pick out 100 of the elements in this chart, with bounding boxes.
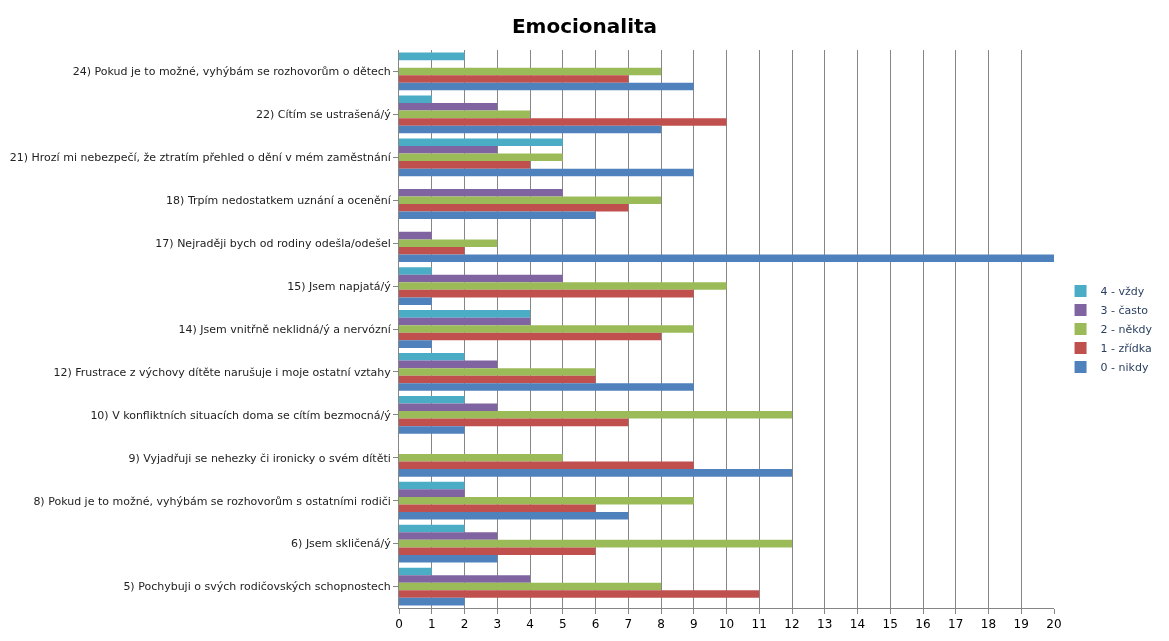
bar [399, 547, 596, 555]
bar [399, 489, 465, 497]
bar [399, 597, 465, 606]
y-tick-label: 8) Pokud je to možné, vyhýbám se rozhovorům s ostatními rodiči [33, 494, 391, 508]
bar [399, 118, 727, 126]
bar [399, 231, 432, 240]
bar [399, 512, 629, 520]
bar [399, 145, 498, 154]
bar [399, 590, 760, 598]
x-tick-label: 13 [817, 617, 833, 632]
x-tick-label: 12 [784, 617, 800, 632]
bar [399, 153, 563, 162]
bar [399, 426, 465, 434]
x-tick-label: 18 [980, 617, 997, 632]
x-tick-label: 19 [1013, 617, 1029, 632]
bar [399, 110, 530, 119]
bar [399, 575, 530, 583]
x-tick-label: 3 [493, 617, 502, 632]
bar [399, 418, 629, 427]
bar [399, 196, 661, 205]
y-tick-label: 5) Pochybuji o svých rodičovských schopnostech [123, 580, 391, 594]
bar [399, 239, 498, 247]
bar [399, 67, 661, 76]
bar [399, 395, 465, 404]
bar [399, 125, 661, 134]
bar [399, 504, 596, 513]
bar [399, 95, 432, 104]
y-tick-label: 22) Cítím se ustrašená/ý [255, 108, 392, 122]
legend-label: 0 - nikdy [1100, 361, 1149, 375]
bar [399, 353, 465, 361]
bar [399, 383, 694, 391]
bar [399, 267, 432, 275]
x-tick-label: 20 [1046, 617, 1062, 632]
bar [399, 161, 530, 169]
x-tick-label: 1 [427, 617, 436, 632]
bar [399, 103, 498, 111]
x-tick-label: 7 [624, 617, 633, 632]
bar [399, 75, 629, 83]
bar [399, 211, 596, 220]
legend-label: 1 - zřídka [1100, 342, 1152, 356]
x-tick-label: 6 [591, 617, 600, 632]
y-tick-label: 18) Trpím nedostatkem uznání a ocenění [166, 194, 392, 208]
x-tick-label: 8 [657, 617, 665, 632]
y-tick-label: 12) Frustrace z výchovy dítěte narušuje i moje ostatní vztahy [53, 365, 392, 379]
x-tick-label: 16 [915, 617, 931, 632]
bar [399, 317, 530, 326]
x-tick-label: 10 [718, 617, 735, 632]
bar [399, 496, 694, 505]
y-tick-label: 24) Pokud je to možné, vyhýbám se rozhovorům o dětech [72, 65, 391, 79]
bar [399, 453, 563, 462]
bar [399, 52, 465, 61]
bar [399, 411, 792, 419]
bar [399, 469, 792, 477]
bar [399, 360, 498, 369]
x-tick-label: 17 [948, 617, 964, 632]
bar [399, 204, 629, 212]
bar [399, 332, 661, 341]
x-tick-label: 15 [882, 617, 898, 632]
bar [399, 188, 563, 197]
bar [399, 82, 694, 91]
legend-label: 2 - někdy [1100, 323, 1153, 337]
bar [399, 297, 432, 305]
y-tick-label: 9) Vyjadřuji se nehezky či ironicky o svém dítěti [128, 451, 391, 465]
bar [399, 532, 498, 540]
bar [399, 554, 498, 563]
bar [399, 539, 792, 548]
bar [399, 168, 694, 177]
x-tick-label: 14 [849, 617, 866, 632]
bar [399, 282, 727, 290]
bar [399, 138, 563, 146]
y-tick-label: 14) Jsem vnitřně neklidná/ý a nervózní [178, 322, 392, 336]
legend-label: 4 - vždy [1100, 285, 1145, 299]
bar [399, 375, 596, 384]
bar [399, 461, 694, 470]
bar [399, 403, 498, 412]
chart-title: Emocionalita [511, 14, 658, 39]
x-tick-label: 2 [460, 617, 469, 632]
bar [399, 246, 465, 255]
x-tick-label: 5 [558, 617, 567, 632]
bar [399, 481, 465, 490]
bar [399, 368, 596, 376]
bar [399, 310, 530, 318]
bar [399, 524, 465, 533]
bar [399, 274, 563, 283]
y-tick-label: 6) Jsem skličená/ý [291, 537, 392, 551]
legend-label: 3 - často [1100, 304, 1149, 318]
y-tick-label: 15) Jsem napjatá/ý [287, 279, 392, 293]
bar [399, 325, 694, 333]
bar [399, 254, 1054, 263]
x-tick-label: 4 [526, 617, 534, 632]
bar [399, 582, 661, 591]
bar [399, 567, 432, 576]
x-tick-label: 9 [689, 617, 698, 632]
x-tick-label: 11 [751, 617, 767, 632]
y-tick-label: 21) Hrozí mi nebezpečí, že ztratím přehled o dění v mém zaměstnání [9, 151, 392, 165]
bar [399, 340, 432, 348]
x-tick-label: 0 [395, 617, 403, 632]
y-tick-label: 10) V konfliktních situacích doma se cítím bezmocná/ý [90, 408, 392, 422]
bar [399, 289, 694, 298]
y-tick-label: 17) Nejraději bych od rodiny odešla/odešel [155, 237, 391, 250]
